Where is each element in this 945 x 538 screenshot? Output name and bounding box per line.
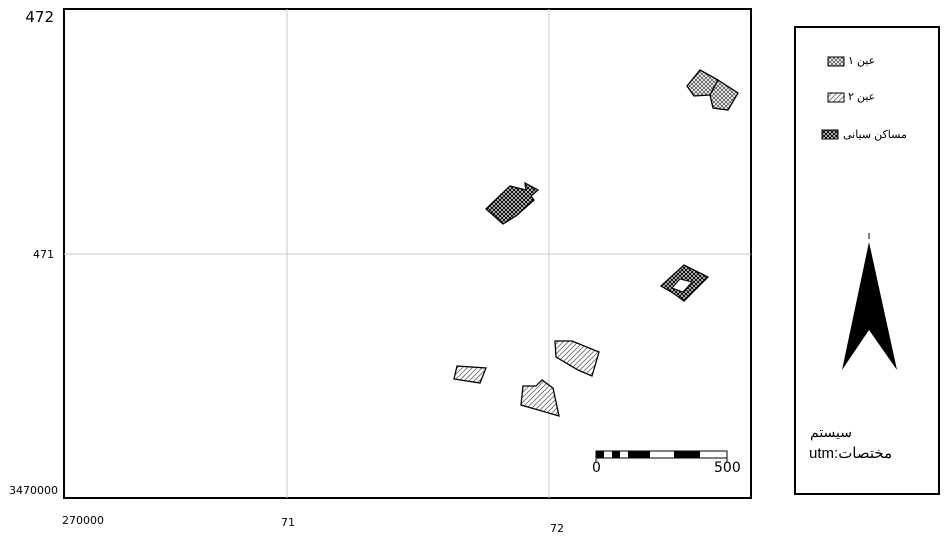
scale-bar [595, 450, 728, 462]
scale-label-start: 0 [592, 460, 601, 476]
parcel-settlement-1 [485, 181, 540, 225]
legend-label-ain1: عین ۱ [848, 55, 876, 67]
coord-system-line1: سیستم [810, 424, 852, 440]
x-label-right: 72 [550, 522, 564, 535]
north-arrow-icon [842, 233, 897, 370]
coord-system-line2: utm:مختصات [809, 445, 893, 462]
legend-label-settlement: مساکن سیانی [843, 129, 907, 141]
parcel-ain2-c [520, 379, 560, 417]
y-label-top: 472 [25, 8, 54, 26]
parcel-ain1-b [709, 79, 739, 111]
parcel-ain2-a [554, 340, 600, 377]
legend-label-ain2: عین ۲ [848, 91, 876, 103]
y-label-bottom: 3470000 [9, 484, 58, 497]
parcel-settlement-2-hole [671, 278, 693, 293]
legend-swatch-settlement [821, 129, 839, 140]
parcel-ain2-b [453, 365, 487, 384]
x-label-middle: 71 [281, 516, 295, 529]
legend-swatch-ain1 [827, 56, 845, 67]
y-label-middle: 471 [33, 248, 54, 261]
x-label-left: 270000 [62, 514, 104, 527]
scale-label-end: 500 [714, 460, 741, 476]
legend-swatch-ain2 [827, 92, 845, 103]
